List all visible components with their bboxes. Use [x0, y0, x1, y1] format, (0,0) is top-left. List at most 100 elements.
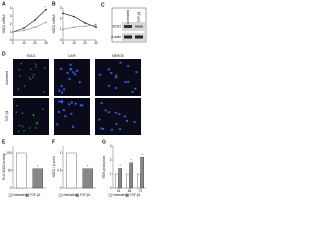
line [12, 22, 47, 33]
nucleus [57, 110, 61, 114]
signal [120, 62, 122, 64]
nucleus [126, 64, 129, 68]
figure: C Untreated TGF-β1 SOD2 β-actin D SOD2 D… [2, 1, 147, 197]
x-tick-label: 10 [22, 41, 26, 45]
nucleus [133, 87, 137, 90]
line [12, 9, 47, 33]
signal [136, 71, 138, 73]
nucleus [68, 77, 71, 81]
signal [23, 85, 26, 87]
signal [43, 91, 45, 93]
legend-label: TGF-β1 [30, 193, 41, 197]
signal [101, 102, 103, 104]
panel-label: D [2, 51, 6, 57]
signal [116, 123, 118, 125]
signal [126, 120, 129, 122]
column-label: SOD2 [27, 54, 36, 58]
y-tick-label: 100 [6, 151, 12, 155]
marker [23, 29, 25, 32]
nucleus [126, 80, 130, 84]
line [62, 24, 97, 30]
annotation: * [87, 165, 89, 169]
y-tick-label: 0 [10, 38, 12, 42]
signal [21, 112, 24, 114]
nucleus [123, 115, 126, 118]
column-label: DAPI [68, 54, 76, 58]
nucleus [69, 63, 72, 66]
signal [128, 81, 130, 83]
legend-swatch [58, 193, 62, 197]
annotation: * [131, 159, 133, 163]
bar [129, 162, 133, 189]
nucleus [114, 111, 117, 114]
signal [32, 76, 34, 78]
marker [45, 21, 47, 24]
signal [109, 85, 111, 87]
legend-swatch [75, 193, 79, 197]
y-tick-label: 1 [110, 172, 112, 176]
signal [35, 123, 38, 125]
signal [30, 78, 32, 81]
micrograph [95, 59, 141, 96]
nucleus [62, 108, 66, 112]
annotation: * [120, 164, 122, 168]
annotation: * [94, 23, 96, 27]
nucleus [101, 127, 105, 131]
signal [115, 87, 117, 89]
marker [34, 26, 36, 29]
signal [28, 76, 30, 79]
nucleus [75, 69, 79, 72]
panel-label: F [52, 139, 55, 145]
blot-membrane [122, 33, 145, 41]
nucleus [124, 80, 127, 84]
annotation: * [37, 165, 39, 169]
marker [84, 25, 86, 27]
marker [62, 12, 64, 15]
blot-band [124, 35, 132, 39]
y-axis-label: SOD2 mRNA [52, 14, 56, 34]
nucleus [125, 119, 128, 123]
signal [15, 111, 17, 113]
blot-band [135, 35, 143, 39]
line [62, 13, 97, 28]
panel-label: B [52, 1, 56, 7]
marker [73, 15, 75, 18]
signal [19, 124, 21, 127]
y-tick-label: 3 [110, 144, 112, 148]
marker [12, 31, 14, 33]
y-tick-label: 1 [60, 151, 62, 155]
legend-label: Untreated [63, 193, 77, 197]
nucleus [78, 81, 81, 84]
y-tick-label: 0.5 [57, 168, 62, 172]
signal [124, 115, 126, 118]
nucleus [73, 73, 77, 76]
signal [116, 75, 118, 77]
marker [23, 27, 25, 29]
marker [73, 26, 75, 29]
nucleus [118, 61, 122, 64]
marker [84, 22, 86, 24]
nucleus [107, 68, 110, 71]
annotation: * [44, 5, 46, 9]
marker [95, 26, 97, 29]
nucleus [97, 118, 101, 121]
row-label: β-actin [111, 35, 121, 39]
legend-label: TGF-β1 [130, 193, 141, 197]
nucleus [58, 100, 61, 103]
nucleus [107, 84, 111, 87]
y-axis-label: SOD2 mRNA [2, 14, 6, 34]
column-label: MERGE [112, 54, 124, 58]
nucleus [60, 91, 64, 94]
signal [35, 63, 37, 66]
x-tick-label: 0 [62, 41, 64, 45]
signal [103, 128, 105, 130]
bar [66, 152, 77, 189]
bar [137, 173, 141, 189]
legend-swatch [108, 193, 112, 197]
nucleus [60, 99, 64, 103]
x-tick-label: 20 [83, 41, 87, 45]
nucleus [62, 88, 66, 91]
legend-label: Untreated [113, 193, 127, 197]
signal [35, 66, 37, 68]
micrograph [54, 98, 90, 135]
